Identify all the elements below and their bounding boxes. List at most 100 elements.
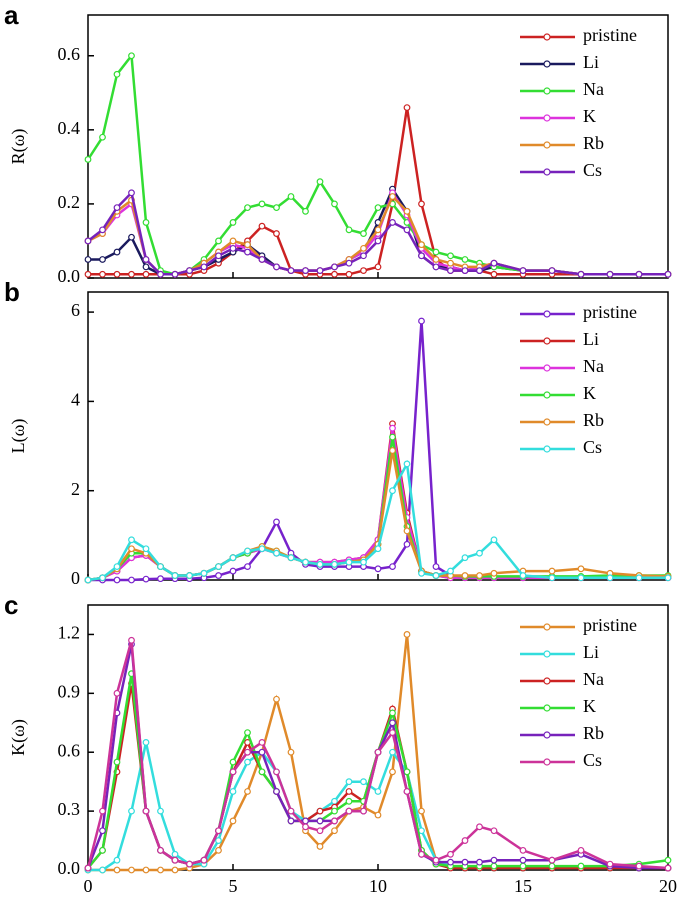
- data-point: [302, 558, 309, 566]
- data-point: [113, 270, 121, 278]
- data-point: [229, 788, 237, 795]
- data-point: [258, 256, 266, 263]
- legend-label: Li: [583, 52, 599, 72]
- data-point: [229, 219, 237, 226]
- legend-marker: [543, 677, 551, 685]
- y-tick-label: 0.0: [58, 858, 81, 878]
- y-tick-label: 0.6: [58, 44, 81, 64]
- data-point: [99, 827, 106, 835]
- data-point: [461, 554, 469, 562]
- data-point: [171, 866, 179, 874]
- series-line: [87, 459, 668, 582]
- data-point: [287, 807, 295, 815]
- data-point: [490, 569, 498, 577]
- data-point: [215, 237, 222, 245]
- data-point: [128, 545, 135, 553]
- data-point: [244, 241, 251, 249]
- data-point: [577, 270, 585, 278]
- x-tick-label: 20: [659, 876, 677, 896]
- data-point: [273, 204, 280, 212]
- data-point: [157, 866, 164, 874]
- data-point: [84, 270, 92, 278]
- legend-label: Na: [583, 669, 604, 689]
- legend-label: pristine: [583, 302, 637, 322]
- data-point: [476, 572, 483, 579]
- data-point: [548, 267, 556, 274]
- panel-label: b: [4, 277, 20, 307]
- data-point: [113, 576, 121, 584]
- y-tick-label: 0.4: [58, 118, 81, 138]
- data-point: [84, 576, 92, 584]
- data-point: [447, 259, 454, 267]
- legend-label: pristine: [583, 25, 637, 45]
- data-point: [99, 133, 106, 141]
- data-point: [360, 244, 367, 252]
- x-tick-label: 0: [84, 876, 93, 896]
- data-point: [229, 768, 237, 776]
- data-point: [461, 256, 469, 263]
- data-point: [113, 856, 121, 864]
- data-point: [244, 729, 251, 736]
- data-point: [403, 768, 411, 776]
- data-point: [461, 267, 469, 274]
- data-point: [418, 200, 425, 208]
- data-point: [229, 817, 237, 825]
- data-point: [128, 807, 135, 815]
- data-point: [606, 270, 614, 278]
- data-point: [99, 574, 106, 582]
- data-point: [345, 778, 353, 786]
- data-point: [389, 487, 396, 495]
- data-point: [331, 817, 338, 825]
- data-point: [345, 259, 353, 267]
- data-point: [418, 252, 425, 260]
- legend-label: Rb: [583, 133, 604, 153]
- data-point: [142, 545, 150, 553]
- data-point: [258, 739, 266, 746]
- data-point: [403, 226, 411, 234]
- legend-label: Cs: [583, 750, 602, 770]
- legend-marker: [543, 310, 551, 318]
- data-point: [229, 237, 237, 245]
- data-point: [447, 567, 454, 575]
- data-point: [99, 807, 106, 815]
- data-point: [215, 827, 222, 835]
- data-point: [432, 256, 440, 263]
- plot-frame: [87, 604, 669, 871]
- data-point: [258, 200, 266, 208]
- data-point: [316, 178, 324, 186]
- data-point: [258, 222, 266, 230]
- data-point: [302, 267, 309, 274]
- data-point: [244, 563, 251, 571]
- data-point: [142, 256, 150, 263]
- data-point: [345, 558, 353, 566]
- data-point: [287, 554, 295, 562]
- data-point: [432, 856, 440, 864]
- y-tick-label: 0.3: [58, 799, 81, 819]
- data-point: [171, 270, 179, 278]
- data-point: [244, 204, 251, 212]
- data-point: [186, 267, 193, 274]
- data-point: [128, 233, 135, 241]
- data-point: [389, 709, 396, 717]
- data-point: [577, 565, 585, 573]
- data-point: [244, 748, 251, 756]
- data-point: [157, 575, 164, 583]
- legend-marker: [543, 33, 551, 41]
- data-point: [113, 758, 121, 766]
- data-point: [142, 739, 150, 746]
- data-point: [244, 788, 251, 795]
- data-point: [418, 807, 425, 815]
- data-point: [113, 70, 121, 78]
- data-point: [403, 527, 411, 535]
- data-point: [331, 263, 338, 271]
- data-point: [84, 156, 92, 163]
- data-point: [418, 850, 425, 858]
- data-point: [374, 263, 382, 271]
- legend-label: Li: [583, 329, 599, 349]
- panel-label: c: [4, 590, 18, 620]
- data-point: [113, 866, 121, 874]
- data-point: [171, 572, 179, 579]
- data-point: [316, 267, 324, 274]
- legend-marker: [543, 114, 551, 122]
- data-point: [142, 866, 150, 874]
